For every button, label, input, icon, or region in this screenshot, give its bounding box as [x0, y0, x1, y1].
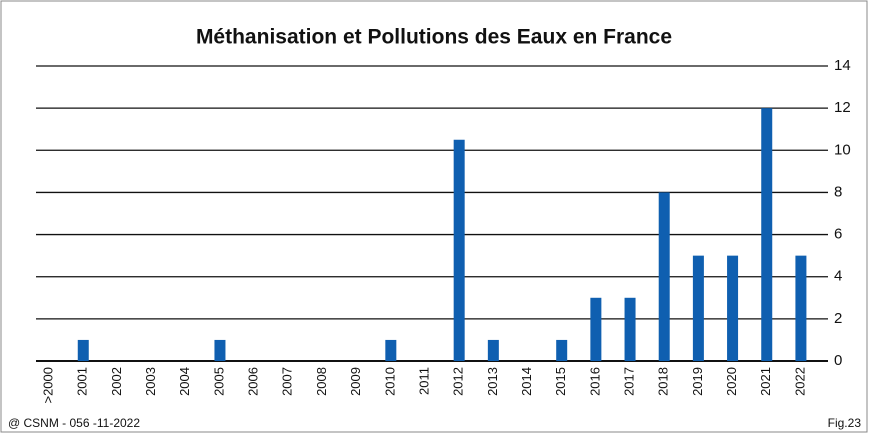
x-tick-label: 2018 [656, 367, 671, 396]
bar [385, 339, 397, 361]
footer-right: Fig.23 [828, 416, 862, 430]
x-tick-label: 2020 [724, 367, 739, 396]
bar [77, 339, 89, 361]
bar [590, 297, 602, 361]
x-tick-label: 2008 [314, 367, 329, 396]
x-tick-label: 2017 [621, 367, 636, 396]
x-tick-label: 2007 [280, 367, 295, 396]
y-tick-label: 10 [834, 141, 851, 158]
y-tick-label: 6 [834, 226, 842, 243]
bar [556, 339, 568, 361]
bar [727, 255, 739, 361]
x-tick-label: 2003 [143, 367, 158, 396]
x-tick-label: 2005 [211, 367, 226, 396]
x-tick-label: 2016 [587, 367, 602, 396]
x-tick-label: 2002 [109, 367, 124, 396]
footer-left: @ CSNM - 056 -11-2022 [8, 416, 140, 430]
x-tick-label: 2021 [758, 367, 773, 396]
y-tick-label: 14 [834, 57, 851, 74]
y-tick-label: 2 [834, 310, 842, 327]
bar [624, 297, 636, 361]
bar [761, 108, 773, 362]
x-tick-label: 2015 [553, 367, 568, 396]
x-tick-label: 2022 [792, 367, 807, 396]
x-tick-label: 2014 [519, 367, 534, 396]
y-tick-label: 4 [834, 268, 842, 285]
x-tick-label: 2010 [382, 367, 397, 396]
chart-title: Méthanisation et Pollutions des Eaux en … [196, 26, 672, 49]
bar [214, 339, 226, 361]
bar [795, 255, 807, 361]
x-tick-label: 2009 [348, 367, 363, 396]
x-tick-label: 2011 [416, 367, 431, 395]
x-tick-label: >2000 [41, 367, 56, 404]
bar [453, 139, 465, 361]
x-tick-label: 2006 [246, 367, 261, 396]
y-tick-label: 0 [834, 352, 842, 369]
bar [658, 192, 670, 361]
x-tick-label: 2013 [485, 367, 500, 396]
y-tick-label: 12 [834, 99, 851, 116]
y-tick-label: 8 [834, 183, 842, 200]
bar [487, 339, 499, 361]
x-tick-label: 2019 [690, 367, 705, 396]
x-tick-label: 2001 [75, 367, 90, 396]
bar [692, 255, 704, 361]
x-tick-label: 2004 [177, 367, 192, 396]
x-tick-label: 2012 [451, 367, 466, 396]
